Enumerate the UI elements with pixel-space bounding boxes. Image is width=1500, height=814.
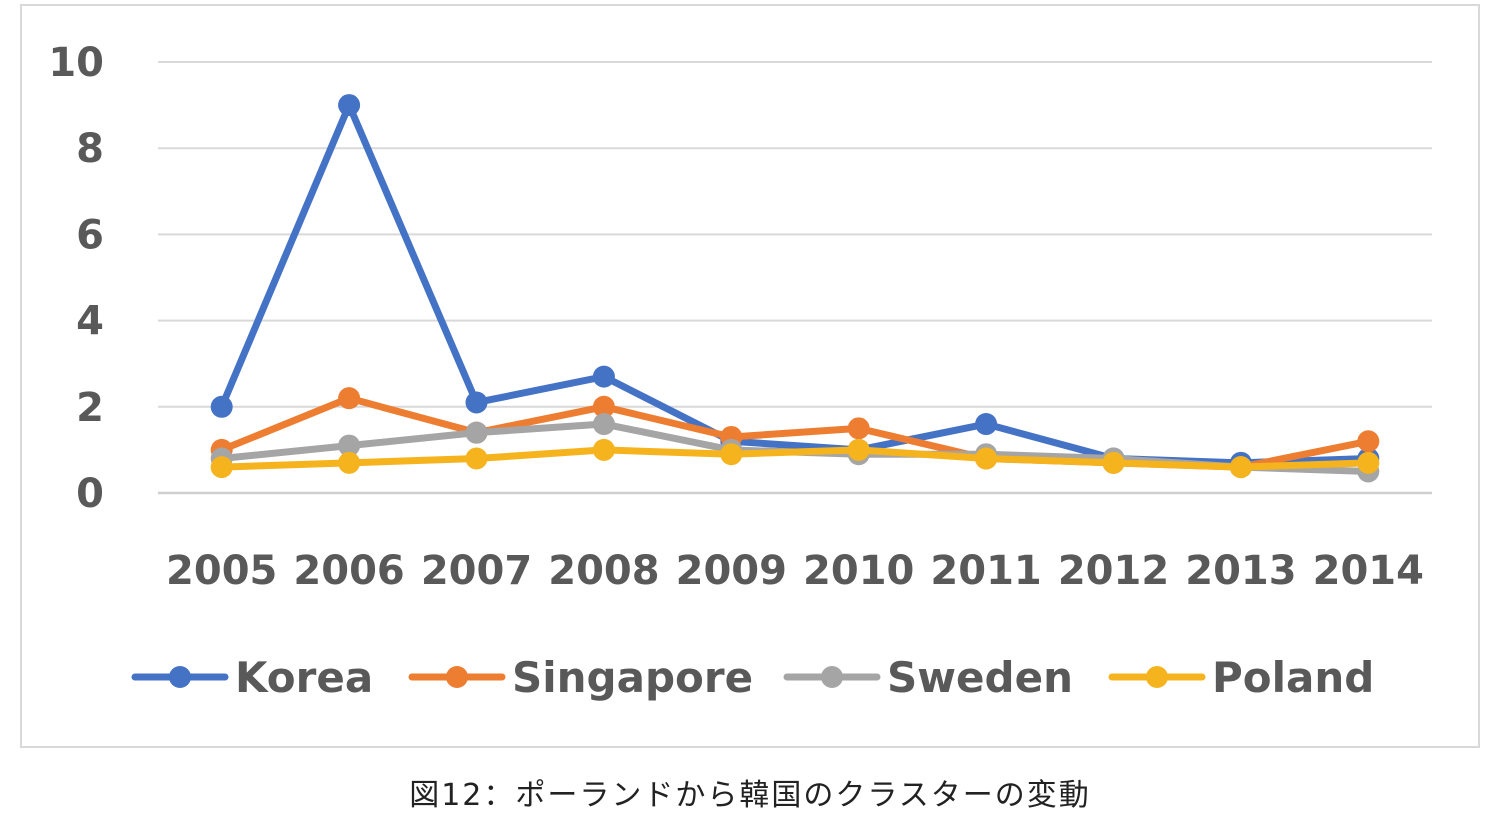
legend-swatch-marker: [169, 666, 191, 688]
data-point: [465, 421, 488, 444]
data-point: [338, 451, 361, 474]
y-tick-label: 2: [76, 385, 104, 431]
data-point: [592, 413, 615, 436]
data-point: [1229, 456, 1252, 479]
series-line: [218, 446, 1372, 471]
data-point: [847, 417, 870, 440]
x-axis: 2005 2006 2007 2008 2009 2010 2011 2012 2013 2014: [166, 548, 1424, 594]
data-point: [338, 387, 361, 410]
x-tick-label: 2009: [676, 548, 787, 594]
data-point: [720, 443, 743, 466]
x-tick-label: 2007: [421, 548, 532, 594]
series-line: [218, 394, 1372, 471]
data-point: [975, 447, 998, 470]
y-tick-label: 0: [76, 471, 104, 517]
data-point: [465, 391, 488, 414]
data-point: [210, 395, 233, 418]
y-tick-label: 4: [76, 299, 104, 345]
x-tick-label: 2014: [1313, 548, 1424, 594]
x-tick-label: 2005: [166, 548, 277, 594]
data-point: [592, 365, 615, 388]
legend-item-sweden: Sweden: [783, 653, 1073, 702]
x-tick-label: 2013: [1185, 548, 1296, 594]
legend-item-poland: Poland: [1108, 653, 1374, 702]
y-tick-label: 6: [76, 212, 104, 258]
series-poland: [210, 438, 1380, 479]
y-tick-label: 8: [76, 126, 104, 172]
data-point: [338, 434, 361, 457]
data-point: [592, 438, 615, 461]
data-point: [1102, 451, 1125, 474]
legend: Korea Singapore Sweden Poland: [131, 653, 1374, 702]
series-group: [210, 94, 1380, 483]
data-point: [975, 413, 998, 436]
data-point: [338, 94, 361, 117]
data-point: [1357, 430, 1380, 453]
x-tick-label: 2012: [1058, 548, 1169, 594]
legend-label: Poland: [1212, 653, 1374, 702]
line-chart: 0 2 4 6 8 10 2005 2006 2007 2008 2009 2010 2011 2012…: [48, 40, 1432, 702]
legend-label: Korea: [235, 653, 373, 702]
y-tick-label: 10: [48, 40, 104, 86]
figure-caption: 図12：ポーランドから韓国のクラスターの変動: [409, 778, 1091, 813]
series-korea: [210, 94, 1380, 474]
x-tick-label: 2006: [293, 548, 404, 594]
data-point: [592, 395, 615, 418]
legend-swatch-marker: [446, 666, 468, 688]
data-point: [847, 438, 870, 461]
legend-label: Sweden: [887, 653, 1073, 702]
legend-item-singapore: Singapore: [408, 653, 753, 702]
data-point: [1357, 451, 1380, 474]
data-point: [210, 456, 233, 479]
legend-label: Singapore: [512, 653, 753, 702]
data-point: [465, 447, 488, 470]
x-tick-label: 2011: [930, 548, 1041, 594]
y-axis: 0 2 4 6 8 10: [48, 40, 104, 517]
chart-frame: [20, 4, 1480, 748]
legend-swatch-marker: [821, 666, 843, 688]
x-tick-label: 2010: [803, 548, 914, 594]
legend-item-korea: Korea: [131, 653, 373, 702]
gridlines: [158, 61, 1432, 495]
x-tick-label: 2008: [548, 548, 659, 594]
legend-swatch-marker: [1146, 666, 1168, 688]
